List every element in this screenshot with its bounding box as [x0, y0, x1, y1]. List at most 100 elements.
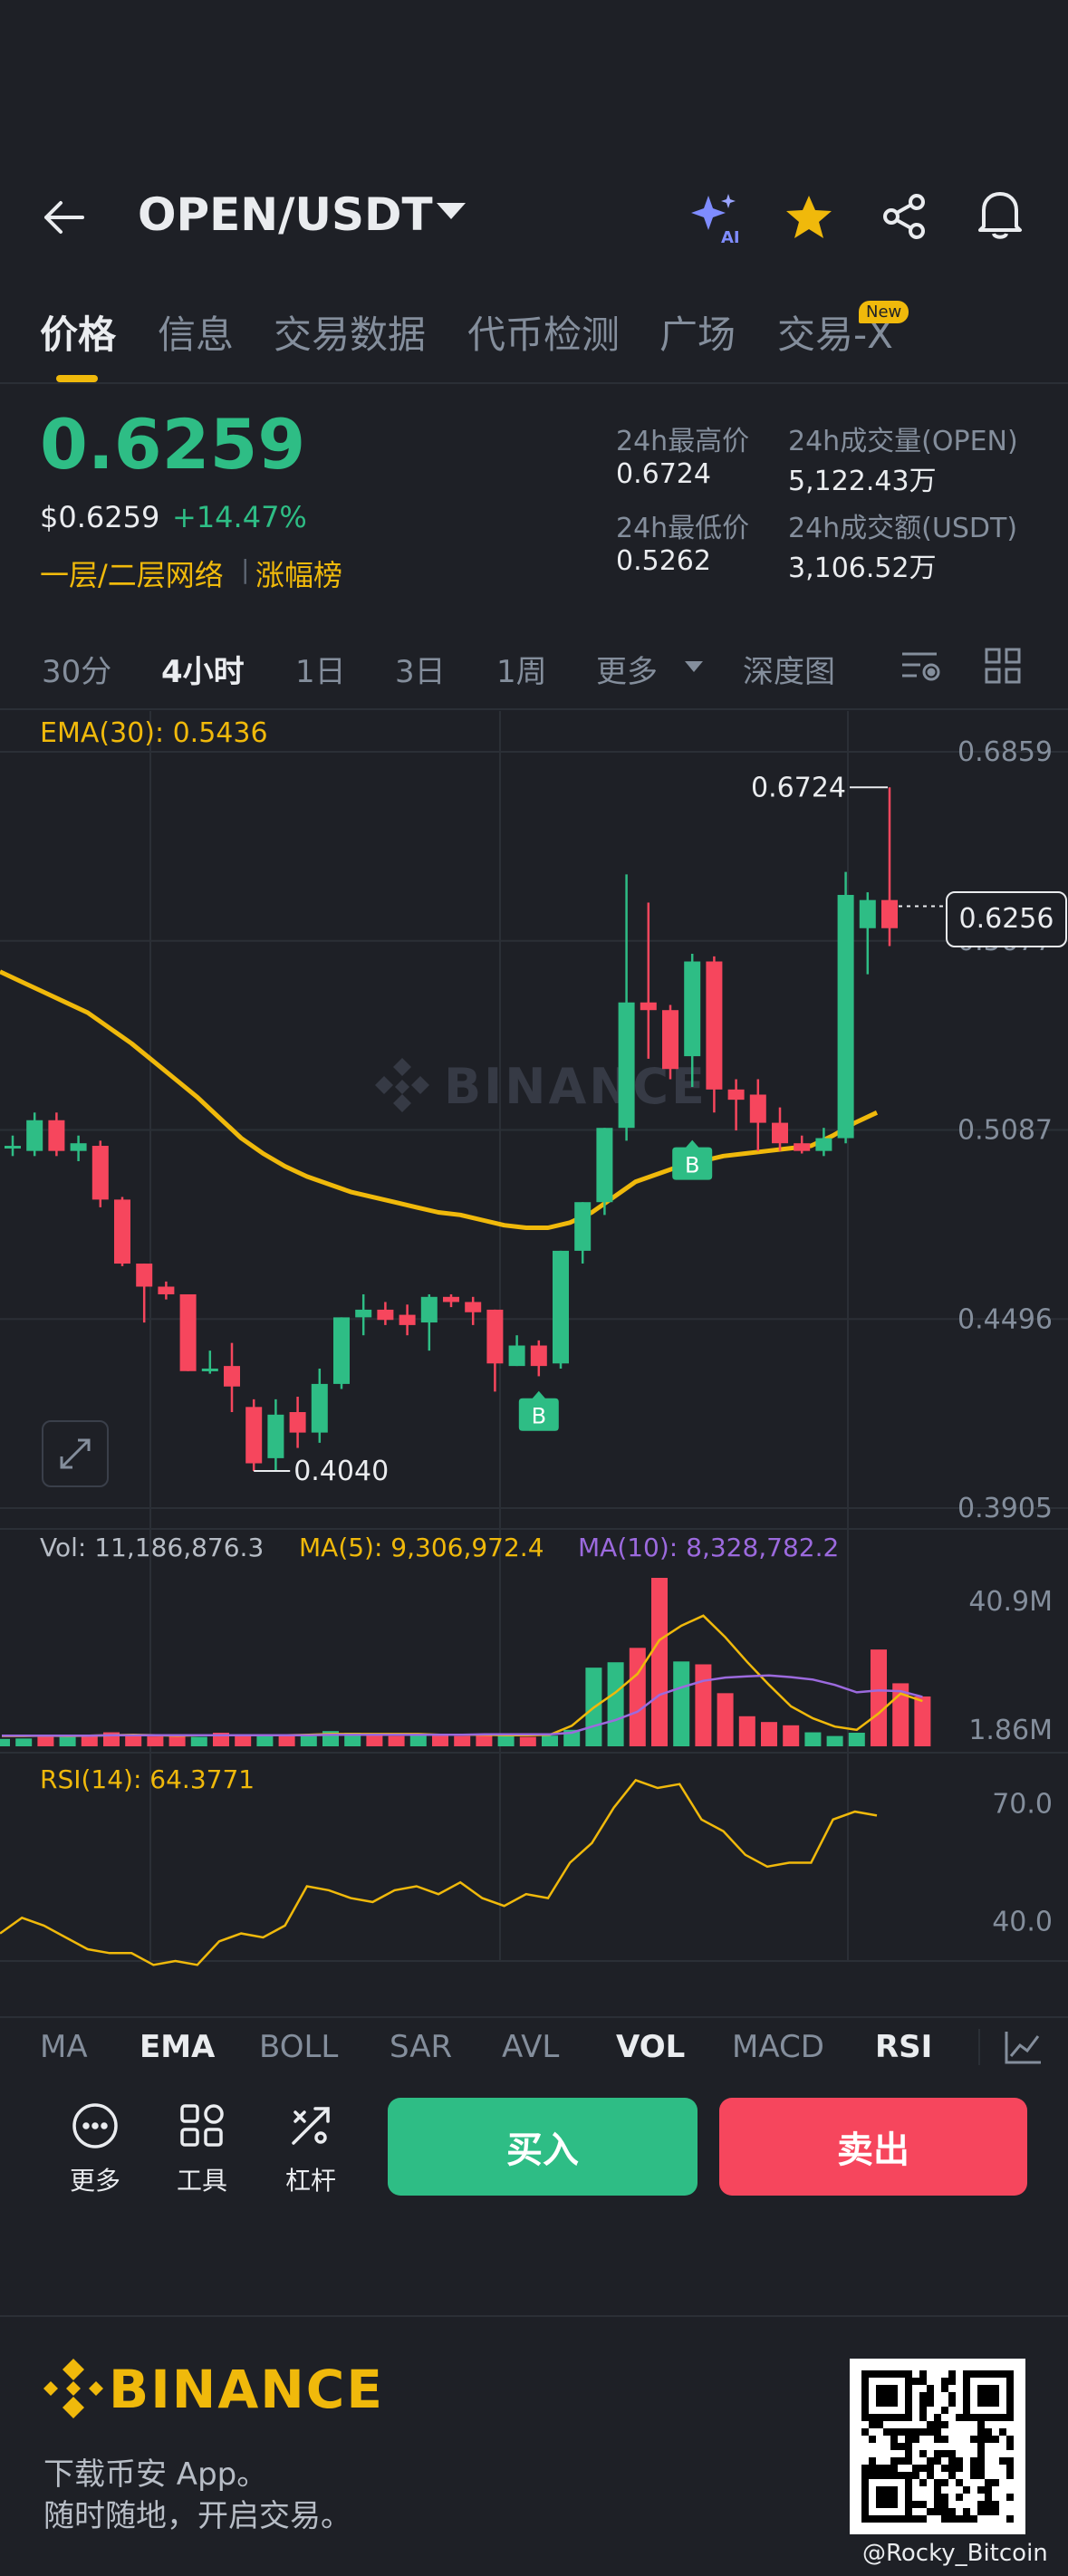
indicator-macd[interactable]: MACD	[732, 2029, 824, 2065]
qr-finder	[876, 2385, 898, 2407]
qr-module	[919, 2515, 927, 2523]
category-tag-gainers[interactable]: 涨幅榜	[255, 558, 343, 592]
qr-module	[977, 2486, 985, 2494]
tab-info[interactable]: 信息	[158, 312, 235, 357]
qr-module	[934, 2479, 941, 2486]
tool-more-label: 更多	[69, 2166, 120, 2196]
tool-more[interactable]: 更多	[54, 2101, 136, 2197]
leverage-icon	[292, 2107, 330, 2145]
qr-module	[956, 2457, 963, 2465]
sell-button[interactable]: 卖出	[719, 2098, 1027, 2196]
volume-bar	[497, 1733, 515, 1746]
candle-body	[70, 1143, 87, 1151]
qr-module	[934, 2428, 941, 2436]
credit-watermark: @Rocky_Bitcoin	[862, 2540, 1048, 2567]
tab-trading-data[interactable]: 交易数据	[274, 312, 427, 357]
interval-30m[interactable]: 30分	[42, 654, 112, 690]
qr-module	[948, 2399, 956, 2407]
tool-tools[interactable]: 工具	[161, 2101, 243, 2197]
tab-square[interactable]: 广场	[659, 312, 736, 357]
chart-settings-icon[interactable]	[900, 647, 942, 690]
star-favorite-icon[interactable]	[784, 194, 833, 245]
tool-leverage[interactable]: 杠杆	[270, 2101, 351, 2197]
volume-bar	[235, 1735, 252, 1746]
qr-module	[934, 2436, 941, 2443]
qr-module	[977, 2472, 985, 2479]
ai-sparkle-icon[interactable]: AI	[688, 190, 745, 250]
qr-module	[869, 2421, 876, 2428]
indicator-avl[interactable]: AVL	[502, 2029, 560, 2065]
high-marker-label: 0.6724	[751, 772, 846, 803]
indicator-sar[interactable]: SAR	[390, 2029, 453, 2065]
interval-3d[interactable]: 3日	[395, 654, 446, 690]
tab-price[interactable]: 价格	[40, 312, 117, 357]
candle	[618, 874, 635, 1141]
share-icon[interactable]	[880, 192, 929, 245]
tab-token-check[interactable]: 代币检测	[467, 312, 621, 357]
volume-bar	[168, 1735, 186, 1746]
bell-alert-icon[interactable]	[977, 188, 1024, 245]
candle	[158, 1281, 175, 1300]
rsi-line: 70.0 40.0	[0, 1778, 1053, 1966]
candle-body	[201, 1368, 218, 1371]
qr-module	[941, 2494, 948, 2501]
interval-more[interactable]: 更多	[596, 654, 658, 690]
candle	[377, 1302, 394, 1325]
qr-module	[919, 2428, 927, 2436]
qr-module	[890, 2428, 898, 2436]
interval-1w[interactable]: 1周	[496, 654, 547, 690]
candle-body	[26, 1120, 43, 1151]
qr-module	[927, 2465, 934, 2472]
volume-bar	[673, 1661, 690, 1746]
qr-module	[956, 2515, 963, 2523]
indicator-rsi[interactable]: RSI	[875, 2029, 933, 2065]
volume-bar	[607, 1662, 624, 1746]
qr-module	[948, 2450, 956, 2457]
qr-module	[948, 2515, 956, 2523]
candle	[91, 1140, 109, 1207]
indicator-ma[interactable]: MA	[40, 2029, 88, 2065]
back-arrow-icon[interactable]	[41, 194, 86, 245]
qr-module	[934, 2414, 941, 2421]
pair-title[interactable]: OPEN/USDT	[138, 188, 433, 241]
depth-chart-tab[interactable]: 深度图	[743, 654, 835, 690]
active-tab-indicator	[56, 375, 98, 382]
candle	[465, 1296, 482, 1325]
footer-divider	[0, 2315, 1068, 2317]
qr-module	[869, 2465, 876, 2472]
qr-module	[956, 2414, 963, 2421]
indicator-ema[interactable]: EMA	[140, 2029, 216, 2065]
indicator-boll[interactable]: BOLL	[259, 2029, 339, 2065]
ema-legend: EMA(30): 0.5436	[40, 717, 268, 749]
qr-module	[919, 2479, 927, 2486]
interval-1d[interactable]: 1日	[295, 654, 346, 690]
qr-module	[977, 2450, 985, 2457]
svg-text:AI: AI	[721, 228, 740, 246]
interval-4h[interactable]: 4小时	[161, 654, 245, 690]
qr-module	[861, 2428, 869, 2436]
high-value: 0.6724	[616, 458, 711, 490]
candle	[179, 1293, 197, 1371]
buy-marker-badge	[672, 1139, 713, 1180]
fullscreen-button[interactable]	[42, 1420, 109, 1487]
qr-module	[1006, 2443, 1014, 2450]
last-price: 0.6259	[40, 404, 306, 485]
pair-dropdown-icon[interactable]	[437, 203, 466, 219]
buy-button[interactable]: 买入	[388, 2098, 698, 2196]
indicator-vol[interactable]: VOL	[616, 2029, 686, 2065]
new-badge: New	[859, 301, 909, 323]
volume-bar	[300, 1735, 317, 1746]
category-tag-layer[interactable]: 一层/二层网络	[40, 558, 224, 592]
qr-module	[912, 2515, 919, 2523]
qr-module	[956, 2479, 963, 2486]
qr-module	[919, 2370, 927, 2378]
vol-legend: Vol: 11,186,876.3	[40, 1533, 265, 1562]
candle-body	[837, 895, 854, 1139]
volume-bar	[37, 1735, 54, 1746]
volume-bar	[454, 1735, 471, 1746]
volume-bar	[0, 1738, 10, 1746]
indicator-chart-icon[interactable]	[1004, 2029, 1044, 2069]
candle	[881, 787, 898, 947]
layout-grid-icon[interactable]	[984, 647, 1022, 688]
